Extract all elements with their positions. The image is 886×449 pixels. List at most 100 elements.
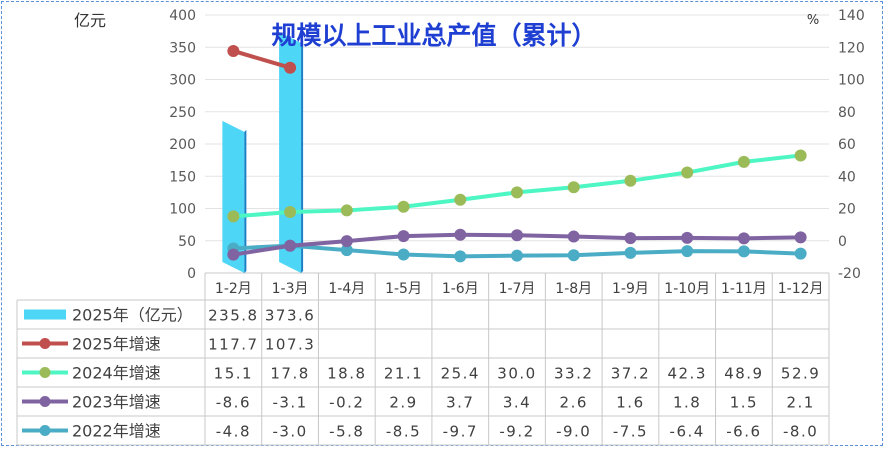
data-table: 1-2月 1-3月 1-4月 1-5月 1-6月 1-7月 1-8月 1-9月 1-10月 1-1… [16,272,830,446]
legend-key-marker [39,367,51,378]
table-cell: 30.0 [497,365,536,383]
table-cell: 3.7 [446,394,474,412]
series-point [794,149,807,162]
category-label: 1-4月 [328,281,365,297]
category-label: 1-7月 [499,281,536,297]
category-label: 1-9月 [612,281,649,297]
legend-key-marker [39,425,51,436]
series-point [794,231,807,244]
bar [222,120,245,273]
legend-key-marker [39,338,51,349]
table-cell: 17.8 [270,365,309,383]
right-axis-tick-label: 0 [838,234,847,250]
category-label: 1-8月 [555,281,592,297]
right-axis-tick-label: 140 [838,8,865,24]
table-cell: -8.6 [216,394,251,412]
series-point [284,206,297,219]
category-label: 1-11月 [721,281,767,297]
right-axis-unit-label: % [807,13,819,28]
table-cell: 42.3 [667,365,706,383]
series-point [737,245,750,258]
series-point [511,229,523,242]
table-cell: -6.6 [726,423,761,441]
series-point [624,246,637,259]
bar-edge [301,41,304,273]
left-axis-tick-label: 400 [169,8,196,24]
series-point [454,193,467,206]
series-point [454,250,467,263]
right-axis-tick-label: 100 [838,73,865,89]
table-cell: -8.5 [386,423,421,441]
category-label: 1-6月 [442,281,479,297]
table-row-label: 2023年增速 [72,393,161,412]
series-point [454,228,467,241]
left-axis-tick-label: 250 [169,105,196,121]
legend-key-marker [39,396,51,407]
right-axis-tick-label: 80 [838,105,856,121]
series-point [681,245,694,258]
table-cell: -4.8 [216,423,251,441]
table-cell: 3.4 [503,394,531,412]
series-point [227,44,240,57]
series-line [231,48,293,70]
table-cell: 33.2 [554,365,593,383]
table-cell: -6.4 [670,423,705,441]
left-axis-tick-label: 50 [178,234,196,250]
gridlines [205,14,829,242]
category-label: 1-5月 [385,281,422,297]
series-point [624,174,637,187]
series-point [397,248,410,261]
table-cell: -9.2 [499,423,534,441]
series-point [284,239,297,252]
right-axis-tick-label: 60 [838,137,856,153]
legend-key-bar [24,309,66,320]
series-point [794,247,807,260]
table-cell: 37.2 [611,365,650,383]
series-point [567,230,580,243]
table-cell: 52.9 [781,365,820,383]
category-label: 1-2月 [215,281,252,297]
table-cell: -0.2 [329,394,364,412]
table-cell: 48.9 [724,365,763,383]
axes: 0 50 100 150 200 250 300 350 400 -20 0 20 40 60 80 100 1… [169,8,864,282]
right-axis-tick-label: 20 [838,202,856,218]
series-point [340,235,353,248]
series-point [340,204,353,217]
right-axis-tick-label: 40 [838,169,856,185]
table-cell: -9.0 [556,423,591,441]
series-point [681,166,694,179]
table-cell: -5.8 [329,423,364,441]
series-point [737,155,750,168]
left-axis-tick-label: 200 [169,137,196,153]
table-cell: 373.6 [265,307,315,325]
series-point [567,181,580,194]
bar-edge [244,129,247,273]
series-point [567,249,580,262]
right-axis-tick-label: -20 [838,266,861,282]
table-cell: -7.5 [613,423,648,441]
table-cell: 21.1 [384,365,423,383]
table-cell: 2.1 [786,394,814,412]
table-cell: -8.0 [783,423,818,441]
table-cell: 235.8 [208,307,258,325]
table-cell: 18.8 [327,365,366,383]
series-line [231,153,803,219]
left-axis-tick-label: 350 [169,40,196,56]
series-point [227,248,240,261]
series-point [397,200,410,213]
right-axis-tick-label: 120 [838,40,865,56]
series-point [737,232,750,245]
category-label: 1-12月 [778,281,824,297]
table-cell: 117.7 [208,336,258,354]
table-cell: 1.6 [616,394,644,412]
left-axis-tick-label: 0 [187,266,196,282]
table-cell: 1.5 [730,394,758,412]
chart-title: 规模以上工业总产值（累计） [271,21,596,50]
left-axis-tick-label: 300 [169,73,196,89]
series-point [284,61,297,74]
table-cell: -3.1 [272,394,307,412]
series-point [397,230,410,243]
table-row-label: 2025年增速 [72,335,161,354]
line-series [227,44,807,263]
